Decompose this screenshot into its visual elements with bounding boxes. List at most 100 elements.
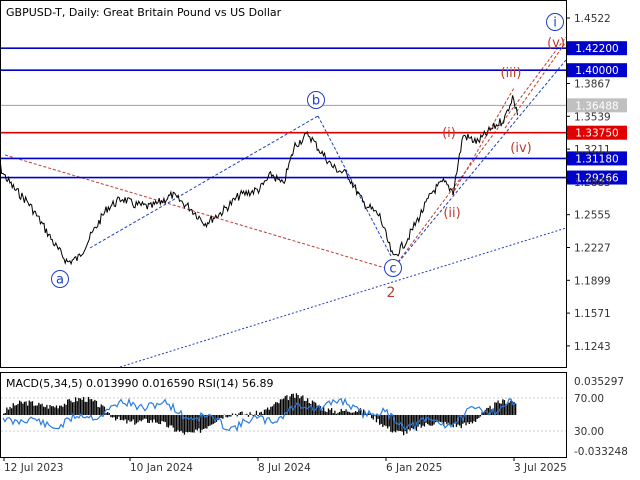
macd-bar	[95, 400, 98, 415]
macd-bar	[379, 415, 381, 425]
macd-bar	[60, 405, 62, 415]
macd-bar	[139, 415, 141, 421]
macd-bar	[489, 405, 491, 415]
macd-bar	[241, 411, 243, 415]
macd-bar	[393, 415, 395, 432]
macd-bar	[451, 415, 453, 425]
macd-bar	[251, 414, 253, 415]
macd-bar	[28, 400, 30, 415]
macd-bar	[55, 405, 58, 415]
macd-bar	[371, 415, 373, 419]
macd-bar	[297, 395, 299, 415]
macd-bar	[275, 402, 277, 415]
macd-bar	[220, 415, 222, 419]
macd-bar	[515, 403, 517, 415]
macd-bar	[214, 415, 216, 423]
macd-bar	[414, 415, 416, 427]
macd-bar	[316, 405, 318, 415]
macd-bar	[172, 415, 174, 428]
macd-bar	[46, 404, 48, 415]
price-series-line	[0, 95, 518, 266]
macd-bar	[444, 415, 446, 422]
macd-bar	[11, 408, 13, 415]
time-tick-1: 10 Jan 2024	[130, 462, 193, 474]
macd-bar	[230, 415, 232, 417]
time-tick-4: 3 Jul 2025	[514, 462, 567, 474]
macd-bar	[321, 410, 323, 415]
macd-bar	[369, 413, 371, 415]
macd-bar	[206, 415, 208, 429]
macd-bar	[167, 415, 170, 428]
macd-bar	[390, 415, 392, 432]
macd-bar	[263, 409, 266, 415]
macd-bar	[97, 407, 99, 415]
macd-bar	[351, 412, 354, 415]
macd-bar	[68, 399, 70, 415]
macd-bar	[83, 397, 85, 415]
level-tag-bg-4	[567, 151, 627, 166]
macd-bar	[187, 415, 189, 433]
macd-bar	[131, 415, 133, 422]
macd-bar	[335, 413, 338, 415]
macd-bar	[449, 415, 451, 426]
macd-bar	[324, 411, 326, 415]
macd-bar	[123, 415, 125, 421]
macd-bar	[334, 410, 336, 415]
macd-bar	[267, 407, 269, 415]
macd-bar	[84, 401, 86, 415]
macd-bar	[375, 415, 378, 423]
wave-label-0: a	[56, 273, 64, 288]
level-tag-bg-2	[567, 98, 627, 113]
macd-bar	[124, 415, 126, 420]
macd-bar	[443, 415, 445, 426]
macd-bar	[385, 415, 387, 427]
macd-bar	[89, 399, 91, 415]
macd-bar	[271, 406, 274, 415]
macd-bar	[494, 402, 496, 415]
macd-bar	[134, 415, 136, 425]
macd-bar	[446, 415, 448, 425]
indicator-tick-2: 30.00	[574, 426, 604, 438]
macd-bar	[231, 413, 234, 415]
price-panel-frame	[0, 0, 567, 368]
macd-bar	[484, 409, 486, 415]
wave-trendlines	[4, 36, 567, 368]
price-tick-0: 1.4522	[574, 13, 611, 25]
macd-bar	[452, 415, 454, 428]
macd-bar	[396, 415, 398, 431]
macd-bar	[38, 402, 40, 415]
macd-bar	[219, 415, 221, 419]
macd-bar	[319, 406, 322, 415]
macd-bar	[257, 415, 259, 416]
macd-bar	[57, 408, 59, 415]
level-tag-bg-0	[567, 41, 627, 56]
macd-bar	[284, 396, 286, 415]
macd-bar	[182, 415, 184, 433]
macd-bar	[302, 395, 304, 415]
macd-bar	[246, 413, 248, 415]
macd-bar	[279, 399, 282, 415]
macd-bar	[353, 412, 355, 415]
macd-bar	[49, 405, 51, 415]
macd-bar	[17, 403, 19, 415]
macd-bar	[238, 413, 240, 415]
macd-bar	[51, 406, 53, 415]
macd-bar	[483, 412, 485, 415]
macd-bar	[25, 401, 27, 415]
wave-label-6: (ii)	[443, 206, 460, 221]
macd-bar	[259, 412, 261, 415]
macd-bar	[147, 415, 149, 423]
macd-bar	[340, 408, 342, 415]
macd-bar	[76, 401, 78, 415]
wave-label-3: i	[553, 16, 557, 31]
price-tick-9: 1.1243	[574, 341, 611, 353]
macd-bar	[428, 415, 430, 426]
macd-bar	[119, 415, 122, 421]
level-tag-2: 1.36488	[575, 100, 618, 112]
macd-bar	[111, 415, 114, 418]
time-tick-3: 6 Jan 2025	[386, 462, 442, 474]
chart-title: GBPUSD-T, Daily: Great Britain Pound vs …	[6, 6, 282, 19]
macd-bar	[235, 413, 237, 415]
macd-bar	[20, 401, 22, 415]
